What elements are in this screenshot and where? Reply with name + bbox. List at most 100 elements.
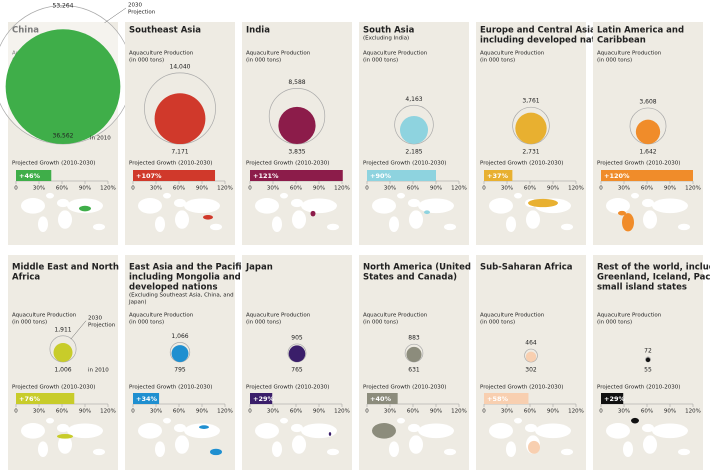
production-label: (in 000 tons): [246, 320, 281, 326]
continent: [301, 198, 337, 214]
growth-tick-label: 0: [365, 186, 369, 192]
region-highlight: [618, 210, 626, 216]
continent: [155, 216, 165, 233]
continent: [138, 422, 162, 439]
growth-bar: [16, 393, 75, 404]
continent: [561, 448, 573, 456]
continent: [506, 441, 516, 458]
continent: [327, 448, 339, 456]
production-label: (in 000 tons): [129, 58, 164, 64]
panel: Europe and Central Asia,including develo…: [480, 26, 616, 233]
panel-subtitle: (Excluding Southeast Asia, China, and: [129, 293, 234, 299]
growth-bar: [484, 170, 513, 181]
growth-label: Projected Growth (2010-2030): [246, 161, 329, 167]
production-label: (in 000 tons): [597, 58, 632, 64]
panel-subtitle: Japan): [128, 300, 147, 306]
growth-value: +107%: [136, 172, 162, 180]
growth-tick-label: 0: [482, 409, 486, 415]
production-label: (in 000 tons): [597, 320, 632, 326]
circle-2030: [512, 106, 550, 145]
continent: [372, 197, 396, 214]
value-2030: 4,163: [405, 96, 422, 103]
continent: [678, 448, 690, 456]
growth-tick-label: 60%: [641, 409, 653, 415]
production-label: (in 000 tons): [363, 320, 398, 326]
value-2010: 2,731: [522, 149, 539, 156]
region-highlight: [528, 440, 540, 454]
continent: [514, 192, 522, 199]
legend-leader: [70, 320, 87, 340]
production-label: Aquaculture Production: [480, 51, 545, 57]
growth-label: Projected Growth (2010-2030): [12, 385, 95, 391]
panel-title: developed nations: [129, 283, 218, 293]
circle-2010: [515, 112, 547, 144]
panel: India Aquaculture Production(in 000 tons)…: [246, 26, 350, 233]
panel-title: Europe and Central Asia,: [480, 26, 599, 36]
growth-tick-label: 30%: [618, 409, 630, 415]
growth-tick-label: 120%: [685, 186, 701, 192]
growth-tick-label: 120%: [334, 409, 350, 415]
continent: [409, 210, 423, 229]
circle-2030: [169, 342, 191, 363]
growth-tick-label: 120%: [451, 186, 467, 192]
region-highlight: [622, 213, 634, 232]
growth-tick-label: 30%: [501, 409, 513, 415]
growth-bar: [16, 170, 52, 181]
continent: [327, 223, 339, 231]
continent: [642, 198, 654, 208]
value-2030: 72: [644, 347, 652, 354]
continent: [175, 435, 189, 454]
growth-bar: [250, 393, 273, 404]
value-2030: 3,761: [522, 98, 539, 105]
region-highlight: [310, 210, 316, 217]
production-label: Aquaculture Production: [363, 51, 428, 57]
region-highlight: [424, 210, 430, 215]
value-2030: 1,066: [171, 333, 188, 340]
production-label: Aquaculture Production: [12, 313, 77, 319]
growth-tick-label: 120%: [334, 186, 350, 192]
continent: [408, 423, 420, 433]
growth-tick-label: 120%: [451, 409, 467, 415]
growth-value: +37%: [487, 172, 508, 180]
growth-label: Projected Growth (2010-2030): [129, 161, 212, 167]
continent: [506, 216, 516, 233]
continent: [292, 210, 306, 229]
continent: [272, 441, 282, 458]
continent: [57, 198, 69, 208]
continent: [652, 423, 688, 439]
value-2030: 464: [525, 340, 537, 347]
continent: [418, 423, 454, 439]
growth-tick-label: 0: [131, 186, 135, 192]
panel-title: Sub-Saharan Africa: [480, 263, 573, 273]
continent: [155, 441, 165, 458]
continent: [21, 197, 45, 214]
growth-bar: [133, 393, 160, 404]
growth-tick-label: 90%: [79, 186, 91, 192]
legend-2010: in 2010: [88, 368, 109, 374]
panel-title: Latin America and: [597, 26, 684, 36]
production-label: Aquaculture Production: [246, 51, 311, 57]
growth-tick-label: 60%: [407, 409, 419, 415]
growth-tick-label: 0: [365, 409, 369, 415]
production-label: (in 000 tons): [246, 58, 281, 64]
value-2010: 795: [174, 367, 186, 374]
growth-tick-label: 90%: [430, 186, 442, 192]
legend-2010: in 2010: [90, 136, 111, 142]
growth-bar: [367, 170, 436, 181]
panel-title: small island states: [597, 283, 687, 293]
continent: [291, 198, 303, 208]
production-label: (in 000 tons): [129, 320, 164, 326]
growth-tick-label: 90%: [664, 186, 676, 192]
continent: [58, 435, 72, 454]
panel-title: States and Canada): [363, 273, 457, 283]
region-highlight: [210, 448, 222, 456]
growth-label: Projected Growth (2010-2030): [363, 385, 446, 391]
panel-title: Middle East and North: [12, 263, 119, 273]
continent: [489, 197, 513, 214]
growth-tick-label: 30%: [33, 186, 45, 192]
region-highlight: [631, 417, 639, 424]
panel-title: Africa: [12, 273, 40, 283]
growth-tick-label: 120%: [100, 186, 116, 192]
